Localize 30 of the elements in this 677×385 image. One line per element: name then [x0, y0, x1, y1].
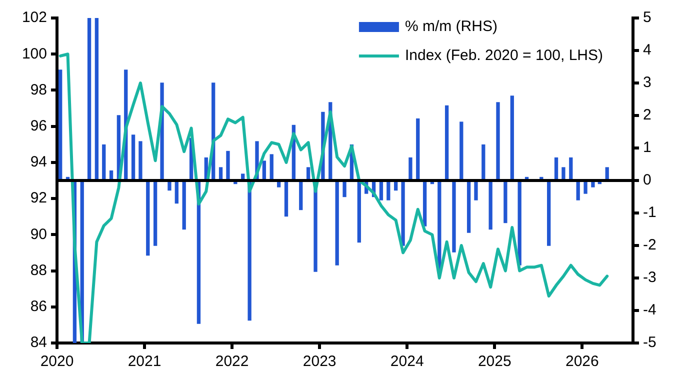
y-tick-label: 98: [30, 81, 47, 98]
y2-tick-label: -1: [643, 204, 656, 222]
x-tick-label: 2023: [302, 353, 336, 370]
y-tick-label: 84: [30, 334, 47, 352]
y2-tick-label: -5: [643, 334, 656, 352]
x-tick-label: 2022: [215, 353, 249, 370]
y2-tick-label: -3: [643, 269, 656, 286]
y2-tick-label: 2: [643, 106, 652, 124]
legend-label: % m/m (RHS): [404, 18, 498, 36]
legend-label: Index (Feb. 2020 = 100, LHS): [404, 47, 604, 64]
y2-tick-label: 4: [643, 42, 652, 59]
x-tick-label: 2025: [478, 353, 512, 370]
y2-tick-label: -4: [643, 302, 656, 319]
y-tick-label: 94: [30, 154, 47, 171]
y2-tick-label: 1: [643, 139, 652, 156]
x-tick-label: 2026: [565, 353, 599, 370]
y-tick-label: 92: [30, 190, 47, 207]
x-tick-label: 2020: [40, 353, 74, 370]
y2-tick-label: 0: [643, 172, 652, 189]
x-tick-label: 2024: [390, 353, 424, 370]
y-tick-label: 96: [30, 117, 47, 134]
y-tick-label: 86: [30, 298, 47, 316]
y-tick-label: 102: [22, 9, 47, 26]
x-tick-label: 2021: [128, 353, 162, 370]
y-tick-label: 90: [30, 226, 47, 243]
y-tick-label: 88: [30, 262, 47, 279]
y2-tick-label: 5: [643, 9, 652, 26]
y2-tick-label: 3: [643, 74, 652, 92]
y-tick-label: 100: [22, 45, 47, 62]
y2-tick-label: -2: [643, 236, 656, 254]
